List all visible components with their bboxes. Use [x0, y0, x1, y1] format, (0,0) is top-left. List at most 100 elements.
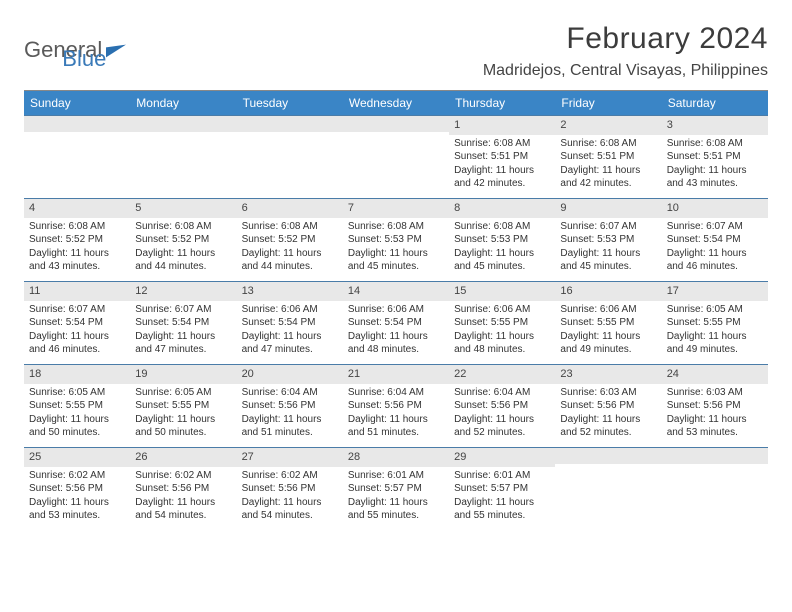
week-row: 4Sunrise: 6:08 AMSunset: 5:52 PMDaylight… — [24, 198, 768, 281]
sunset-text: Sunset: 5:55 PM — [667, 316, 763, 330]
sunrise-text: Sunrise: 6:08 AM — [667, 137, 763, 151]
day-cell: 12Sunrise: 6:07 AMSunset: 5:54 PMDayligh… — [130, 282, 236, 364]
day-number — [130, 116, 236, 132]
day-details: Sunrise: 6:03 AMSunset: 5:56 PMDaylight:… — [555, 384, 661, 444]
day-number: 10 — [662, 199, 768, 218]
sunrise-text: Sunrise: 6:04 AM — [348, 386, 444, 400]
daylight-text: Daylight: 11 hours and 51 minutes. — [348, 413, 444, 440]
weekday-header: Thursday — [449, 91, 555, 115]
daylight-text: Daylight: 11 hours and 53 minutes. — [29, 496, 125, 523]
day-details: Sunrise: 6:06 AMSunset: 5:54 PMDaylight:… — [343, 301, 449, 361]
week-row: 1Sunrise: 6:08 AMSunset: 5:51 PMDaylight… — [24, 115, 768, 198]
weekday-header-row: Sunday Monday Tuesday Wednesday Thursday… — [24, 91, 768, 115]
weekday-header: Sunday — [24, 91, 130, 115]
sunrise-text: Sunrise: 6:08 AM — [560, 137, 656, 151]
sunrise-text: Sunrise: 6:03 AM — [560, 386, 656, 400]
brand-triangle-icon — [106, 45, 126, 58]
day-details: Sunrise: 6:08 AMSunset: 5:51 PMDaylight:… — [662, 135, 768, 195]
sunrise-text: Sunrise: 6:04 AM — [242, 386, 338, 400]
sunset-text: Sunset: 5:56 PM — [242, 482, 338, 496]
day-number — [555, 448, 661, 464]
sunset-text: Sunset: 5:53 PM — [560, 233, 656, 247]
day-number: 8 — [449, 199, 555, 218]
day-cell: 18Sunrise: 6:05 AMSunset: 5:55 PMDayligh… — [24, 365, 130, 447]
day-cell: 6Sunrise: 6:08 AMSunset: 5:52 PMDaylight… — [237, 199, 343, 281]
day-details: Sunrise: 6:08 AMSunset: 5:51 PMDaylight:… — [449, 135, 555, 195]
daylight-text: Daylight: 11 hours and 55 minutes. — [454, 496, 550, 523]
sunset-text: Sunset: 5:51 PM — [560, 150, 656, 164]
daylight-text: Daylight: 11 hours and 49 minutes. — [667, 330, 763, 357]
day-number: 19 — [130, 365, 236, 384]
day-cell — [555, 448, 661, 530]
day-details: Sunrise: 6:02 AMSunset: 5:56 PMDaylight:… — [130, 467, 236, 527]
header-row: General Blue February 2024 Madridejos, C… — [24, 22, 768, 80]
sunrise-text: Sunrise: 6:02 AM — [242, 469, 338, 483]
daylight-text: Daylight: 11 hours and 42 minutes. — [454, 164, 550, 191]
sunset-text: Sunset: 5:52 PM — [242, 233, 338, 247]
sunrise-text: Sunrise: 6:07 AM — [29, 303, 125, 317]
daylight-text: Daylight: 11 hours and 55 minutes. — [348, 496, 444, 523]
day-details: Sunrise: 6:02 AMSunset: 5:56 PMDaylight:… — [24, 467, 130, 527]
day-number: 2 — [555, 116, 661, 135]
day-number: 18 — [24, 365, 130, 384]
daylight-text: Daylight: 11 hours and 45 minutes. — [454, 247, 550, 274]
daylight-text: Daylight: 11 hours and 52 minutes. — [560, 413, 656, 440]
sunrise-text: Sunrise: 6:05 AM — [667, 303, 763, 317]
day-number: 14 — [343, 282, 449, 301]
daylight-text: Daylight: 11 hours and 49 minutes. — [560, 330, 656, 357]
day-cell: 23Sunrise: 6:03 AMSunset: 5:56 PMDayligh… — [555, 365, 661, 447]
calendar-grid: Sunday Monday Tuesday Wednesday Thursday… — [24, 90, 768, 530]
sunrise-text: Sunrise: 6:08 AM — [135, 220, 231, 234]
day-details: Sunrise: 6:08 AMSunset: 5:52 PMDaylight:… — [237, 218, 343, 278]
day-details: Sunrise: 6:08 AMSunset: 5:52 PMDaylight:… — [130, 218, 236, 278]
day-details: Sunrise: 6:06 AMSunset: 5:54 PMDaylight:… — [237, 301, 343, 361]
brand-logo: General Blue — [24, 22, 106, 72]
day-number: 4 — [24, 199, 130, 218]
day-details: Sunrise: 6:08 AMSunset: 5:53 PMDaylight:… — [343, 218, 449, 278]
day-number: 21 — [343, 365, 449, 384]
daylight-text: Daylight: 11 hours and 47 minutes. — [242, 330, 338, 357]
daylight-text: Daylight: 11 hours and 43 minutes. — [667, 164, 763, 191]
sunrise-text: Sunrise: 6:06 AM — [242, 303, 338, 317]
sunrise-text: Sunrise: 6:05 AM — [135, 386, 231, 400]
daylight-text: Daylight: 11 hours and 50 minutes. — [135, 413, 231, 440]
sunrise-text: Sunrise: 6:08 AM — [29, 220, 125, 234]
sunrise-text: Sunrise: 6:01 AM — [454, 469, 550, 483]
day-details: Sunrise: 6:08 AMSunset: 5:51 PMDaylight:… — [555, 135, 661, 195]
weekday-header: Friday — [555, 91, 661, 115]
day-number: 25 — [24, 448, 130, 467]
day-number: 15 — [449, 282, 555, 301]
sunrise-text: Sunrise: 6:02 AM — [29, 469, 125, 483]
sunset-text: Sunset: 5:56 PM — [242, 399, 338, 413]
sunset-text: Sunset: 5:56 PM — [135, 482, 231, 496]
day-number: 17 — [662, 282, 768, 301]
title-block: February 2024 Madridejos, Central Visaya… — [483, 22, 768, 80]
weekday-header: Wednesday — [343, 91, 449, 115]
day-cell — [343, 116, 449, 198]
daylight-text: Daylight: 11 hours and 42 minutes. — [560, 164, 656, 191]
day-number: 11 — [24, 282, 130, 301]
day-cell: 25Sunrise: 6:02 AMSunset: 5:56 PMDayligh… — [24, 448, 130, 530]
sunrise-text: Sunrise: 6:02 AM — [135, 469, 231, 483]
daylight-text: Daylight: 11 hours and 48 minutes. — [348, 330, 444, 357]
sunset-text: Sunset: 5:56 PM — [29, 482, 125, 496]
sunrise-text: Sunrise: 6:07 AM — [667, 220, 763, 234]
day-number — [343, 116, 449, 132]
sunset-text: Sunset: 5:55 PM — [454, 316, 550, 330]
sunset-text: Sunset: 5:54 PM — [135, 316, 231, 330]
day-number — [662, 448, 768, 464]
sunset-text: Sunset: 5:51 PM — [454, 150, 550, 164]
sunset-text: Sunset: 5:57 PM — [348, 482, 444, 496]
sunset-text: Sunset: 5:55 PM — [560, 316, 656, 330]
day-details: Sunrise: 6:05 AMSunset: 5:55 PMDaylight:… — [662, 301, 768, 361]
day-number: 20 — [237, 365, 343, 384]
daylight-text: Daylight: 11 hours and 45 minutes. — [348, 247, 444, 274]
day-details: Sunrise: 6:06 AMSunset: 5:55 PMDaylight:… — [449, 301, 555, 361]
day-cell: 27Sunrise: 6:02 AMSunset: 5:56 PMDayligh… — [237, 448, 343, 530]
day-details: Sunrise: 6:07 AMSunset: 5:54 PMDaylight:… — [662, 218, 768, 278]
day-number: 5 — [130, 199, 236, 218]
sunset-text: Sunset: 5:56 PM — [667, 399, 763, 413]
daylight-text: Daylight: 11 hours and 45 minutes. — [560, 247, 656, 274]
day-details: Sunrise: 6:04 AMSunset: 5:56 PMDaylight:… — [237, 384, 343, 444]
day-number: 9 — [555, 199, 661, 218]
